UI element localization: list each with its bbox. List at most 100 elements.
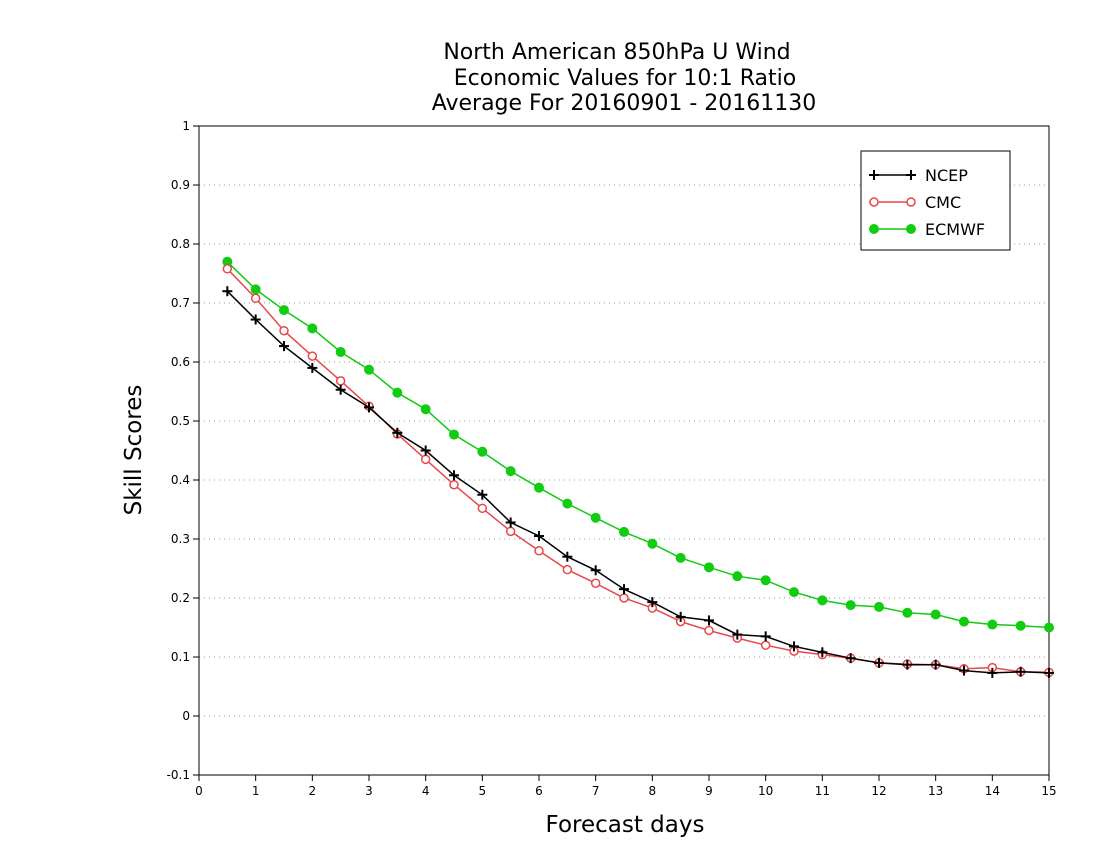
data-point-ecmwf bbox=[392, 387, 403, 398]
gridlines bbox=[199, 184, 1049, 717]
legend: NCEP CMC ECMWF bbox=[860, 150, 1011, 251]
data-point-ncep bbox=[619, 584, 629, 595]
data-point-ncep bbox=[279, 341, 289, 352]
data-point-cmc bbox=[704, 625, 714, 636]
data-point-cmc bbox=[335, 376, 346, 386]
series-cmc bbox=[222, 264, 1054, 678]
data-point-ecmwf bbox=[420, 404, 431, 415]
legend-marker-left bbox=[869, 224, 879, 234]
x-tick-label: 9 bbox=[705, 784, 713, 798]
legend-marker-right bbox=[906, 197, 916, 207]
data-point-ncep bbox=[732, 629, 743, 640]
data-point-ncep bbox=[250, 314, 261, 325]
data-point-ncep bbox=[647, 597, 658, 608]
data-point-ecmwf bbox=[789, 587, 799, 598]
series-line-ncep bbox=[226, 290, 1050, 674]
data-point-cmc bbox=[222, 264, 233, 274]
legend-entry-cmc: CMC bbox=[869, 193, 961, 212]
x-tick-label: 3 bbox=[365, 784, 373, 798]
data-point-ncep bbox=[534, 531, 544, 542]
chart-title-line-3: Average For 20160901 - 20161130 bbox=[432, 91, 817, 116]
data-point-ncep bbox=[1044, 667, 1054, 678]
axes: -0.100.10.20.30.40.50.60.70.80.910 1 2 3 4 5 6… bbox=[167, 119, 1057, 798]
data-point-cmc bbox=[449, 479, 459, 490]
data-point-ecmwf bbox=[335, 346, 346, 357]
data-point-ecmwf bbox=[760, 575, 771, 586]
data-point-ncep bbox=[704, 615, 714, 626]
data-point-ecmwf bbox=[619, 526, 629, 537]
data-point-ncep bbox=[392, 427, 403, 438]
data-point-ncep bbox=[307, 362, 318, 373]
data-point-ecmwf bbox=[732, 571, 743, 582]
data-point-ecmwf bbox=[279, 305, 289, 316]
data-point-ecmwf bbox=[534, 482, 544, 493]
series-lines bbox=[222, 256, 1054, 678]
plot-frame bbox=[198, 125, 1050, 776]
y-tick-label: 0.9 bbox=[171, 178, 190, 192]
data-point-cmc bbox=[760, 640, 771, 650]
data-point-ncep bbox=[902, 659, 913, 670]
data-point-cmc bbox=[420, 454, 431, 465]
legend-marker-right bbox=[906, 170, 916, 180]
data-point-ecmwf bbox=[505, 466, 516, 477]
data-point-ncep bbox=[987, 667, 998, 678]
data-point-ecmwf bbox=[562, 498, 573, 509]
data-point-cmc bbox=[477, 503, 488, 514]
data-point-ncep bbox=[335, 384, 346, 395]
y-tick-label: 0.2 bbox=[171, 591, 190, 605]
data-point-ncep bbox=[817, 647, 828, 658]
y-tick-label: 0.5 bbox=[171, 414, 190, 428]
data-point-ecmwf bbox=[987, 619, 998, 630]
data-point-ecmwf bbox=[959, 616, 969, 627]
data-point-ecmwf bbox=[250, 284, 261, 295]
series-line-ecmwf bbox=[226, 261, 1050, 629]
y-tick-label: 0 bbox=[182, 709, 190, 723]
data-point-ncep bbox=[505, 517, 516, 528]
y-tick-label: -0.1 bbox=[167, 768, 190, 782]
data-point-ecmwf bbox=[307, 323, 318, 334]
data-point-ncep bbox=[364, 402, 374, 413]
x-tick-label: 15 bbox=[1041, 784, 1056, 798]
data-point-ecmwf bbox=[845, 600, 856, 611]
data-point-ncep bbox=[675, 611, 686, 622]
data-point-ncep bbox=[1015, 666, 1026, 677]
data-point-cmc bbox=[590, 578, 601, 588]
data-point-cmc bbox=[250, 293, 261, 304]
y-tick-label: 0.3 bbox=[171, 532, 190, 546]
y-tick-label: 1 bbox=[182, 119, 190, 133]
x-tick-label: 7 bbox=[592, 784, 600, 798]
data-point-ecmwf bbox=[1015, 620, 1026, 631]
data-point-cmc bbox=[307, 351, 318, 361]
series-ecmwf bbox=[222, 256, 1054, 633]
data-point-ncep bbox=[449, 470, 459, 481]
x-tick-label: 10 bbox=[758, 784, 773, 798]
x-tick-label: 0 bbox=[195, 784, 203, 798]
y-tick-label: 0.4 bbox=[171, 473, 190, 487]
data-point-ncep bbox=[760, 631, 771, 642]
data-point-ecmwf bbox=[704, 562, 714, 573]
x-axis-label: Forecast days bbox=[546, 812, 705, 838]
data-point-ecmwf bbox=[647, 538, 658, 549]
x-tick-label: 5 bbox=[479, 784, 487, 798]
x-tick-label: 6 bbox=[535, 784, 543, 798]
y-tick-label: 0.1 bbox=[171, 650, 190, 664]
legend-marker-left bbox=[869, 170, 879, 180]
y-tick-label: 0.8 bbox=[171, 237, 190, 251]
x-tick-label: 1 bbox=[252, 784, 260, 798]
data-point-ecmwf bbox=[364, 364, 374, 375]
data-point-cmc bbox=[619, 593, 629, 603]
legend-marker-left bbox=[869, 197, 879, 207]
chart-title-line-1: North American 850hPa U Wind bbox=[443, 40, 790, 65]
data-point-cmc bbox=[279, 325, 289, 336]
data-point-ncep bbox=[789, 641, 799, 652]
chart-title-line-2: Economic Values for 10:1 Ratio bbox=[454, 66, 796, 91]
legend-label: ECMWF bbox=[925, 220, 985, 239]
data-point-cmc bbox=[505, 526, 516, 537]
data-point-ecmwf bbox=[449, 429, 459, 440]
x-tick-label: 14 bbox=[985, 784, 1000, 798]
x-tick-label: 12 bbox=[871, 784, 886, 798]
legend-box bbox=[860, 150, 1011, 251]
series-ncep bbox=[222, 286, 1054, 678]
x-tick-label: 11 bbox=[815, 784, 830, 798]
